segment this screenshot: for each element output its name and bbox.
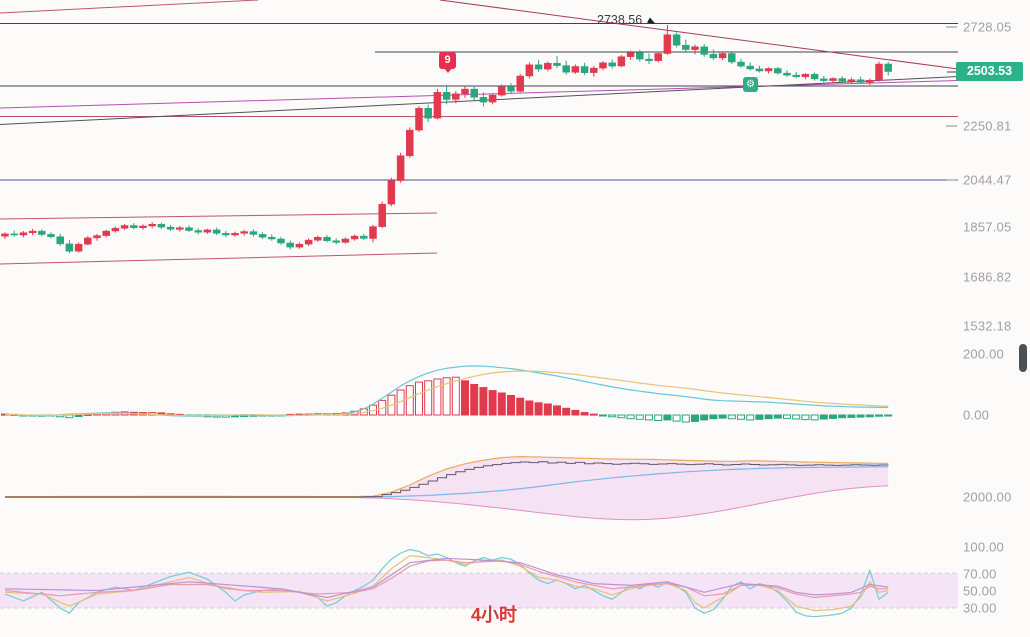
price-axis-label: 2250.81 [963, 118, 1012, 134]
stochastic-lines-layer [4, 548, 889, 618]
stochastic-band-layer [0, 572, 958, 609]
candlestick-layer [1, 25, 892, 254]
indicator-axis-label: 0.00 [963, 407, 990, 423]
count-marker-label: 9 [444, 54, 451, 66]
scrollbar-thumb[interactable] [1019, 344, 1027, 372]
price-axis-label: 1532.18 [963, 318, 1012, 334]
price-axis-label: 1686.82 [963, 269, 1012, 285]
indicator-axis-label: 50.00 [963, 583, 997, 599]
trendline-layer [0, 0, 959, 265]
indicator-axis-label: 100.00 [963, 539, 1004, 555]
indicator-axis-label: 200.00 [963, 346, 1004, 362]
price-axis-label: 1857.05 [963, 219, 1012, 235]
macd-layer [1, 365, 893, 423]
current-price-badge: 2503.53 [956, 62, 1023, 81]
gear-marker-icon[interactable]: ⚙ [743, 77, 758, 92]
indicator-axis-label: 30.00 [963, 600, 997, 616]
band-indicator-layer [5, 455, 889, 521]
timeframe-label: 4小时 [471, 605, 518, 625]
indicator-axis-label: 2000.00 [963, 489, 1012, 505]
price-axis-label: 2728.05 [963, 19, 1012, 35]
count-marker-pin[interactable]: 9 [439, 52, 456, 73]
price-axis-label: 2044.47 [963, 172, 1012, 188]
indicator-axis-label: 70.00 [963, 566, 997, 582]
peak-price-annotation: 2738.56 [597, 13, 643, 27]
